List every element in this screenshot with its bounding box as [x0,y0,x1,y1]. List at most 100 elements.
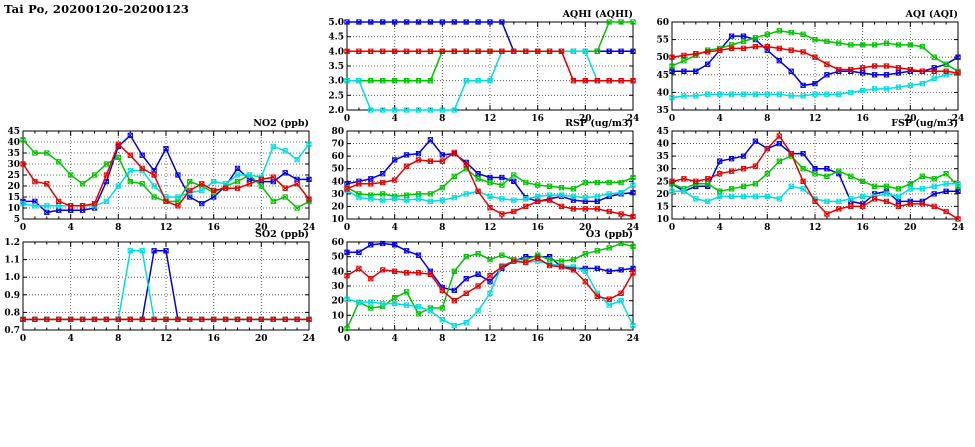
series-blue-line [23,250,309,321]
svg-text:0.8: 0.8 [4,308,20,318]
svg-text:1.1: 1.1 [4,256,20,266]
series-cyan-markers [669,181,961,205]
series-red-markers [344,149,636,220]
series-cyan-markers [20,141,312,209]
svg-text:24: 24 [627,223,639,233]
svg-text:16: 16 [531,223,544,233]
svg-text:10: 10 [331,311,344,321]
svg-text:35: 35 [656,152,669,162]
svg-text:0.9: 0.9 [4,291,20,301]
svg-text:20: 20 [579,223,592,233]
svg-text:4: 4 [68,223,74,233]
svg-text:4: 4 [717,223,723,233]
svg-text:4: 4 [392,334,398,344]
svg-text:24: 24 [303,223,315,233]
svg-text:20: 20 [331,202,344,212]
svg-text:3.0: 3.0 [328,77,344,87]
chart-title-aqi: AQI (AQI) [905,9,958,20]
series-red-markers [669,133,961,222]
svg-text:5: 5 [14,215,20,225]
svg-text:24: 24 [952,223,964,233]
aqi-plot-svg: 0 4 8 12 16 20 24 35 40 45 50 55 60 [656,18,964,124]
series-cyan-line [23,250,309,321]
svg-text:10: 10 [656,215,669,225]
svg-text:4: 4 [717,114,723,124]
svg-text:50: 50 [331,165,344,175]
series-blue-markers [20,248,312,323]
series-cyan-markers [669,70,961,101]
svg-text:5.0: 5.0 [328,18,344,28]
series-red-markers [669,43,961,76]
series-red-markers [344,255,636,304]
svg-text:20: 20 [255,334,268,344]
svg-text:1.0: 1.0 [4,273,20,283]
svg-text:4: 4 [392,223,398,233]
svg-text:35: 35 [656,106,669,116]
series-red-markers [20,316,312,323]
svg-text:20: 20 [579,334,592,344]
svg-text:3.5: 3.5 [328,62,344,72]
chart-title-fsp: FSP (ug/m3) [891,118,958,129]
series-red-markers [20,141,312,209]
svg-text:50: 50 [656,53,669,63]
svg-text:60: 60 [331,238,344,248]
svg-text:12: 12 [160,334,173,344]
svg-text:4.0: 4.0 [328,47,344,57]
series-cyan-markers [344,258,636,329]
series-blue-markers [344,240,636,294]
svg-text:12: 12 [484,223,497,233]
chart-so2: SO2 (ppb) 0 4 8 12 16 20 24 0.7 0.8 0.9 1.0 1.1 1.2 [0,229,315,350]
svg-text:16: 16 [207,334,220,344]
o3-plot-svg: 0 4 8 12 16 20 24 0 10 20 30 40 50 60 [331,238,639,344]
fsp-plot-svg: 0 4 8 12 16 20 24 10 15 20 25 30 35 40 45 [656,127,964,233]
svg-text:50: 50 [331,253,344,263]
page-title: Tai Po, 20200120-20200123 [4,2,190,16]
chart-no2: NO2 (ppb) 0 4 8 12 16 20 24 5 10 15 20 25 30 35 40 45 [0,118,315,239]
svg-text:20: 20 [579,114,592,124]
svg-text:16: 16 [856,114,869,124]
svg-text:8: 8 [439,223,445,233]
chart-fsp: FSP (ug/m3) 0 4 8 12 16 20 24 10 15 20 25 30 35 40 45 [646,118,964,239]
svg-text:0: 0 [344,334,350,344]
svg-text:4: 4 [68,334,74,344]
aqhi-plot-svg: 0 4 8 12 16 20 24 2.0 2.5 3.0 3.5 4.0 4.5 5.0 [328,18,639,124]
svg-text:0: 0 [344,114,350,124]
svg-text:45: 45 [656,71,669,81]
chart-title-so2: SO2 (ppb) [255,229,309,240]
svg-text:0: 0 [20,334,26,344]
svg-text:55: 55 [656,36,669,46]
svg-text:40: 40 [331,177,344,187]
svg-text:40: 40 [7,138,20,148]
svg-text:0: 0 [20,223,26,233]
svg-text:20: 20 [904,114,917,124]
chart-title-rsp: RSP (ug/m3) [565,118,633,129]
svg-text:20: 20 [656,190,669,200]
svg-text:2.5: 2.5 [328,91,344,101]
chart-title-aqhi: AQHI (AQHI) [562,9,633,20]
svg-text:0: 0 [338,326,344,336]
series-cyan-markers [20,248,312,323]
series-red-markers [344,48,636,84]
svg-text:2.0: 2.0 [328,106,344,116]
svg-text:0.7: 0.7 [4,326,20,336]
svg-text:0: 0 [669,114,675,124]
svg-text:12: 12 [484,334,497,344]
svg-text:12: 12 [484,114,497,124]
svg-text:0: 0 [344,223,350,233]
svg-text:8: 8 [764,223,770,233]
svg-text:16: 16 [207,223,220,233]
svg-text:15: 15 [656,202,669,212]
svg-text:25: 25 [7,171,20,181]
svg-text:12: 12 [160,223,173,233]
svg-text:20: 20 [904,223,917,233]
svg-text:12: 12 [809,223,822,233]
svg-text:20: 20 [331,297,344,307]
svg-text:45: 45 [7,127,20,137]
svg-text:35: 35 [7,149,20,159]
svg-text:30: 30 [331,190,344,200]
series-blue-markers [669,138,961,207]
svg-text:8: 8 [439,334,445,344]
svg-text:8: 8 [115,334,121,344]
svg-text:16: 16 [531,334,544,344]
